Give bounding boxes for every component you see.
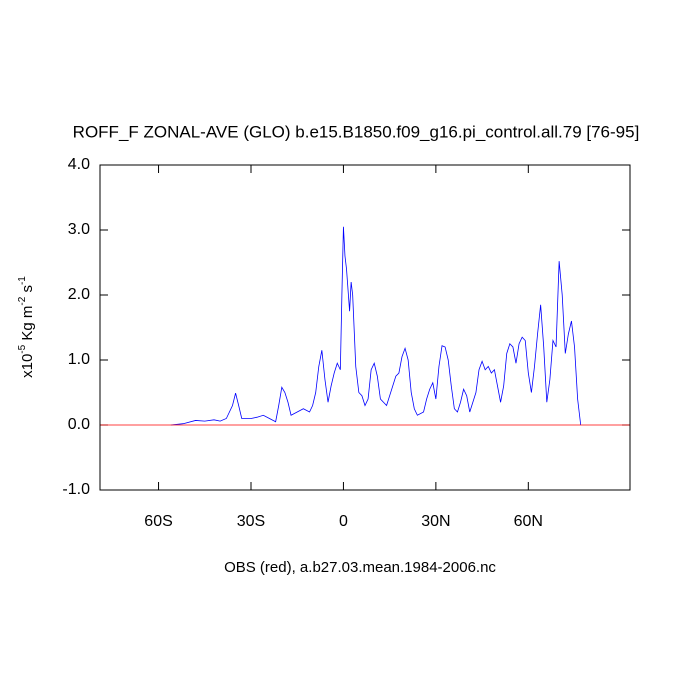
- y-axis-label-part: -5: [17, 344, 28, 353]
- y-axis-label-part: -2: [17, 296, 28, 305]
- y-tick-label: 1.0: [68, 351, 90, 368]
- x-tick-label: 60N: [514, 513, 543, 530]
- data-line: [170, 226, 582, 426]
- y-axis-label-part: Kg m: [19, 306, 36, 345]
- y-tick-label: 0.0: [68, 416, 90, 433]
- x-tick-label: 30S: [237, 513, 265, 530]
- plot-frame: [99, 164, 631, 491]
- y-tick-label: -1.0: [62, 481, 90, 498]
- y-axis-label-part: x10: [19, 354, 36, 378]
- chart-title: ROFF_F ZONAL-AVE (GLO) b.e15.B1850.f09_g…: [73, 122, 640, 141]
- y-axis-label: x10-5 Kg m-2 s-1: [17, 276, 36, 378]
- y-tick-label: 3.0: [68, 221, 90, 238]
- x-axis-label: OBS (red), a.b27.03.mean.1984-2006.nc: [224, 559, 496, 576]
- y-axis-label-part: -1: [17, 276, 28, 285]
- y-tick-label: 2.0: [68, 286, 90, 303]
- y-tick-label: 4.0: [68, 156, 90, 173]
- x-tick-label: 0: [339, 513, 348, 530]
- x-tick-label: 30N: [421, 513, 450, 530]
- x-tick-label: 60S: [144, 513, 172, 530]
- y-axis-label-part: s: [19, 285, 36, 297]
